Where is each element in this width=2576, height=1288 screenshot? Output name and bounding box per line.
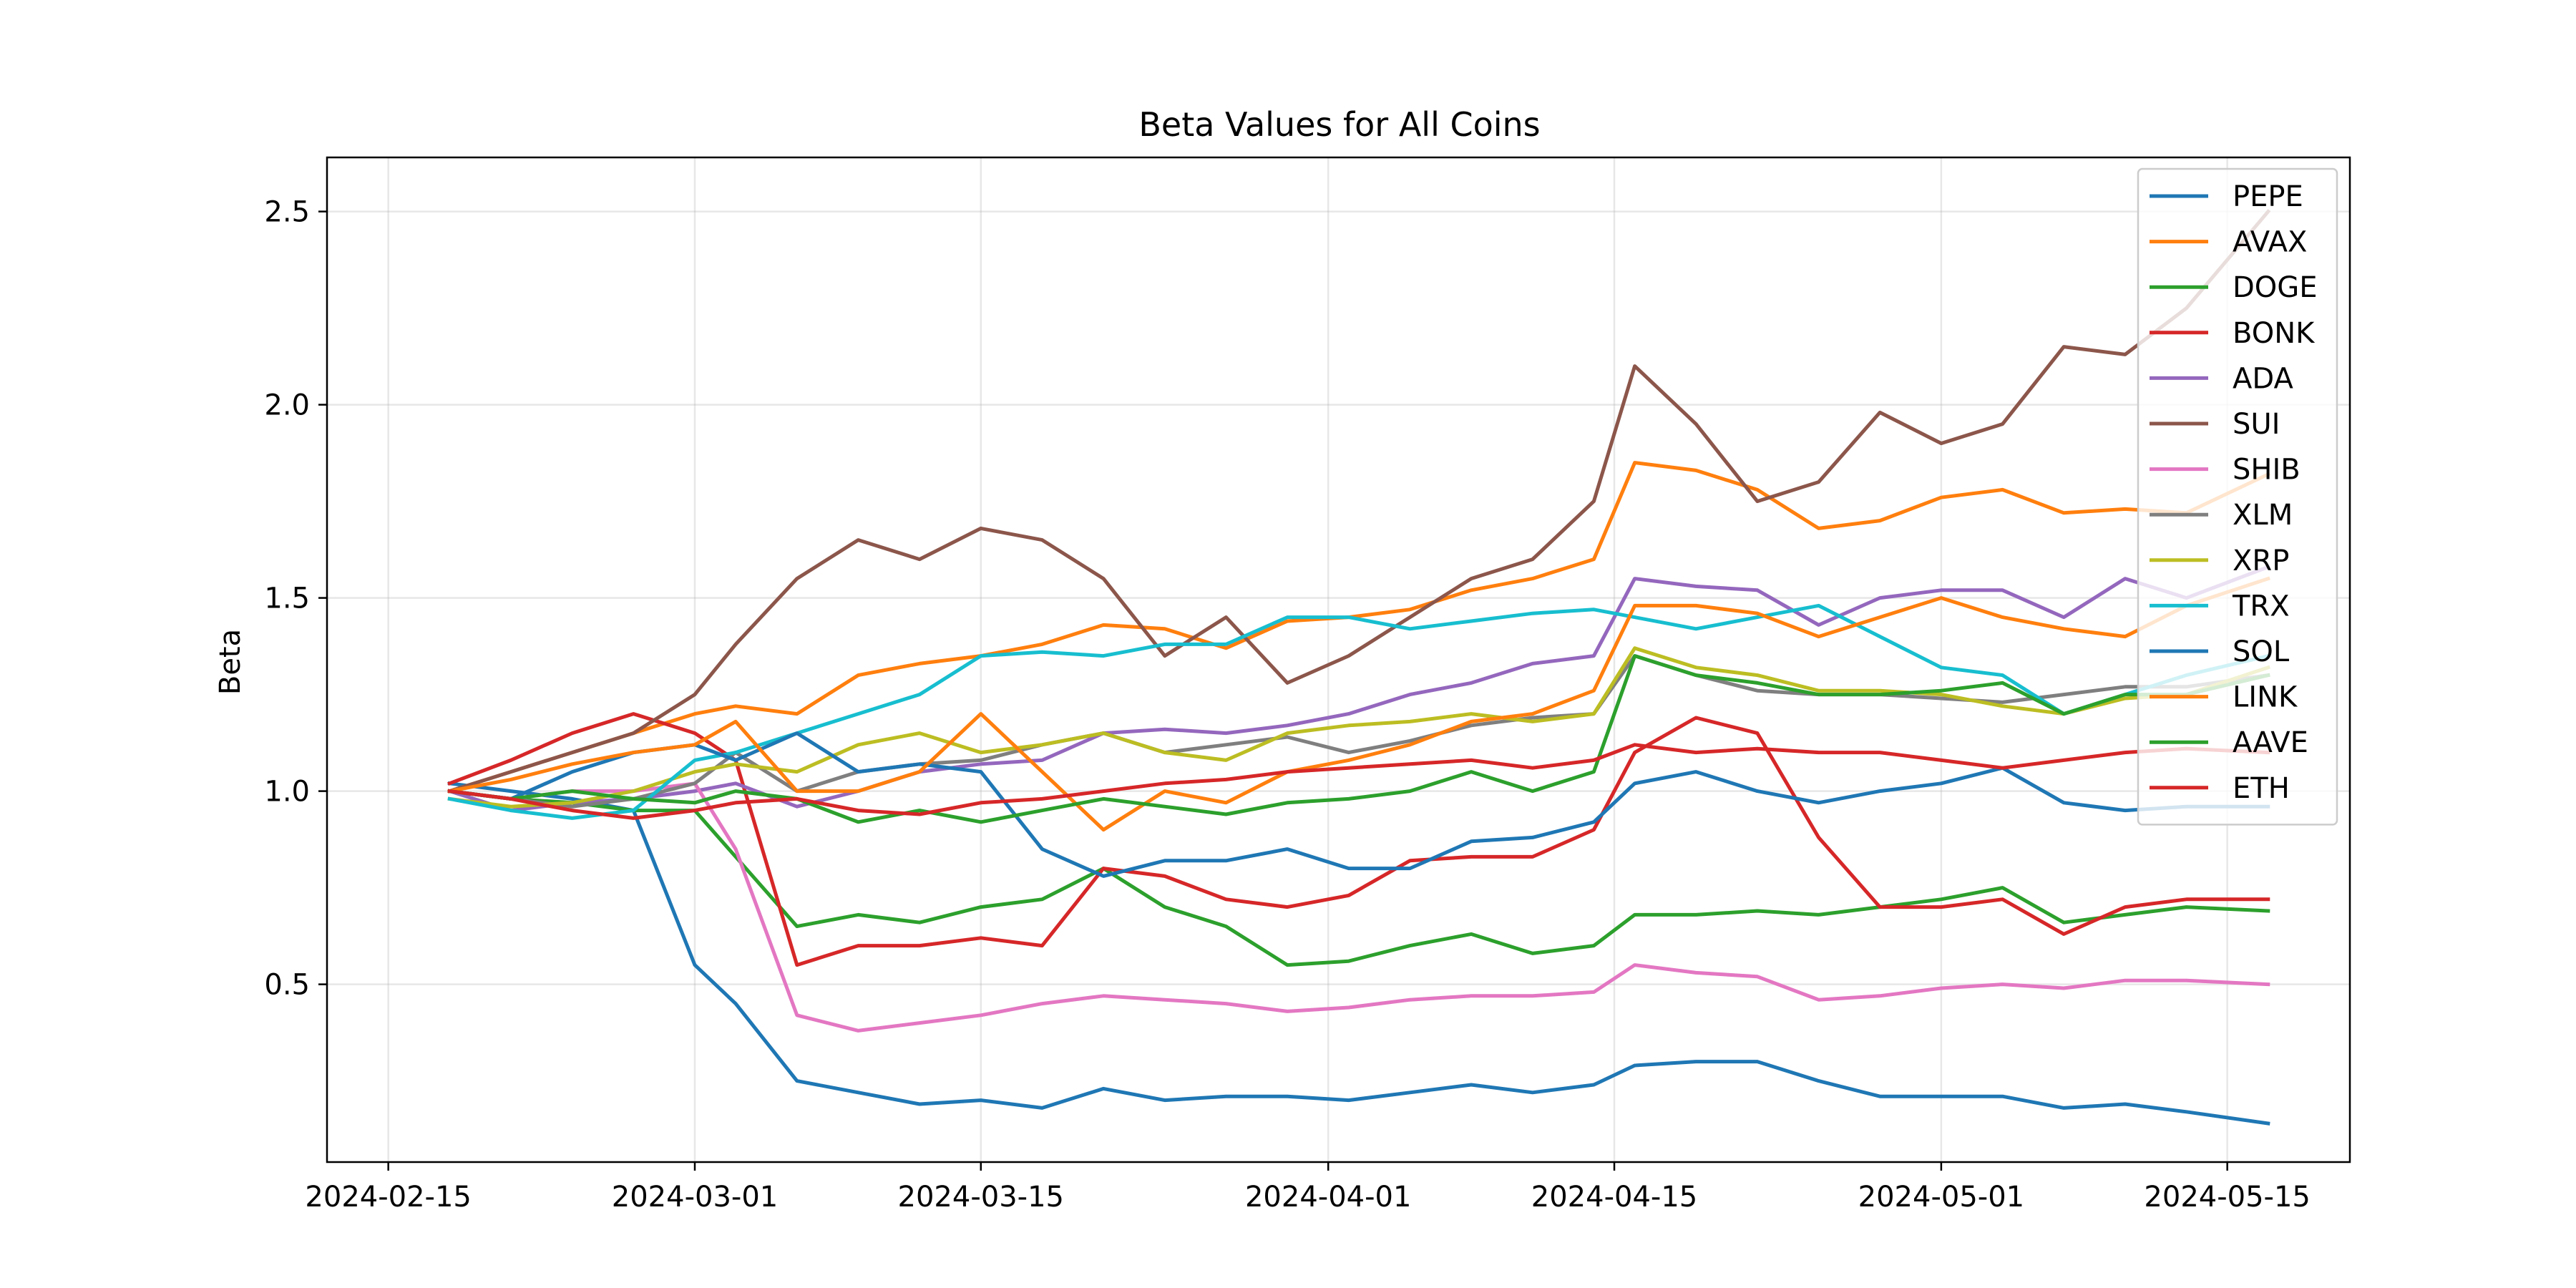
x-tick-label: 2024-04-15 xyxy=(1531,1181,1697,1214)
legend: PEPE AVAX DOGE BONK ADA SUI SHIB XLM XRP TRX SOL LI… xyxy=(2137,167,2338,826)
legend-label-link: LINK xyxy=(2233,681,2298,714)
legend-label-sui: SUI xyxy=(2233,408,2280,441)
series-lines xyxy=(447,209,2271,1126)
y-axis-ticks: 0.5 1.0 1.5 2.0 2.5 xyxy=(264,196,327,1002)
series-line-trx xyxy=(447,603,2270,820)
legend-label-doge: DOGE xyxy=(2233,271,2318,304)
x-tick-label: 2024-03-15 xyxy=(898,1181,1064,1214)
x-tick-label: 2024-05-01 xyxy=(1858,1181,2024,1214)
legend-label-xrp: XRP xyxy=(2233,545,2289,577)
legend-label-ada: ADA xyxy=(2233,362,2293,395)
legend-label-avax: AVAX xyxy=(2233,226,2307,259)
x-tick-label: 2024-04-01 xyxy=(1245,1181,1411,1214)
series-line-link xyxy=(447,576,2270,832)
series-line-doge xyxy=(447,789,2270,967)
legend-label-trx: TRX xyxy=(2232,590,2290,623)
series-line-xrp xyxy=(447,646,2270,809)
legend-label-aave: AAVE xyxy=(2233,726,2308,759)
series-line-aave xyxy=(447,654,2270,824)
chart-title: Beta Values for All Coins xyxy=(1138,105,1540,144)
legend-label-pepe: PEPE xyxy=(2233,180,2303,213)
plot-area-frame xyxy=(326,156,2351,1163)
legend-label-sol: SOL xyxy=(2233,635,2290,668)
y-tick-label: 1.5 xyxy=(264,582,310,615)
x-tick-label: 2024-05-15 xyxy=(2144,1181,2310,1214)
x-tick-label: 2024-03-01 xyxy=(612,1181,778,1214)
x-axis-ticks: 2024-02-15 2024-03-01 2024-03-15 2024-04-01… xyxy=(305,1162,2311,1214)
legend-label-xlm: XLM xyxy=(2233,499,2293,532)
series-line-eth xyxy=(447,743,2270,820)
legend-label-shib: SHIB xyxy=(2233,454,2301,487)
y-tick-label: 1.0 xyxy=(264,776,310,809)
series-line-sol xyxy=(447,731,2270,878)
y-tick-label: 0.5 xyxy=(264,969,310,1002)
x-tick-label: 2024-02-15 xyxy=(305,1181,471,1214)
series-line-shib xyxy=(447,781,2270,1033)
series-line-sui xyxy=(447,209,2271,794)
series-line-ada xyxy=(447,565,2271,813)
legend-label-eth: ETH xyxy=(2233,772,2290,805)
legend-label-bonk: BONK xyxy=(2233,317,2316,350)
y-axis-label: Beta xyxy=(214,629,247,695)
y-tick-label: 2.0 xyxy=(264,389,310,422)
series-line-pepe xyxy=(447,781,2270,1126)
y-tick-label: 2.5 xyxy=(264,196,310,229)
